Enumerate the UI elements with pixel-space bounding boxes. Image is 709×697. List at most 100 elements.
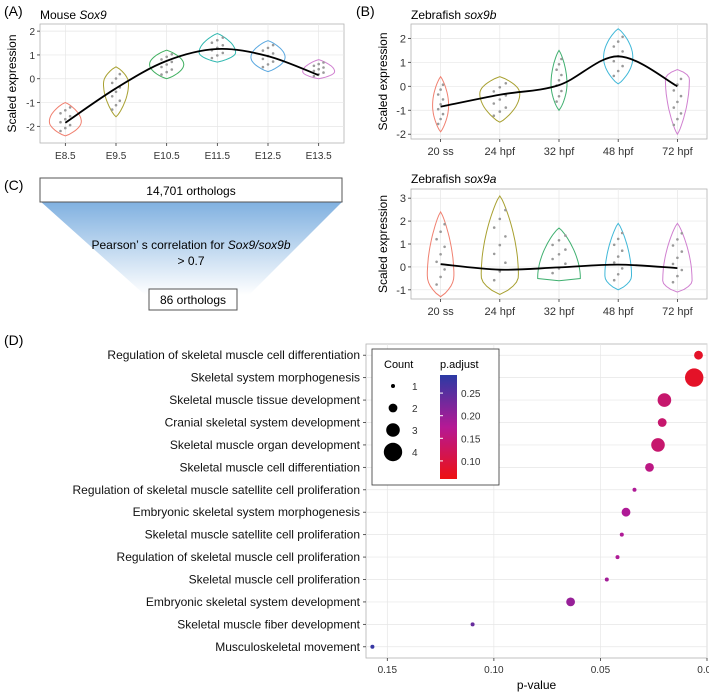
go-legend-padj-title: p.adjust (440, 359, 479, 371)
zebrafish-sox9a-sample-point (557, 239, 561, 242)
zebrafish-sox9a-sample-point (492, 252, 496, 256)
go-legend-box (371, 348, 500, 486)
zebrafish-sox9a-sample-point (564, 248, 567, 251)
zebrafish-sox9a-sample-point (671, 244, 675, 247)
go-legend-size-dot (383, 442, 403, 462)
zebrafish-sox9b-sample-point (436, 107, 440, 111)
mouse-sox9-title: Mouse Sox9 (40, 8, 107, 22)
mouse-sox9-sample-point (160, 58, 163, 61)
go-term-dot (470, 622, 475, 627)
zebrafish-sox9b-violin-plot: -2 -1 0 1 2 20 ss 24 hpf 32 hpf 48 hpf 72 hpf Scal… (376, 23, 708, 158)
mouse-sox9-violin (48, 101, 82, 137)
mouse-sox9-sample-point (59, 120, 62, 124)
mouse-sox9-x-tick-label: E11.5 (205, 151, 231, 162)
zebrafish-sox9b-sample-point (436, 122, 440, 126)
zebrafish-sox9b-sample-point (492, 102, 496, 105)
zebrafish-sox9a-x-tick-label: 24 hpf (485, 306, 517, 318)
go-term-dot (694, 350, 703, 360)
zebrafish-sox9b-sample-point (621, 35, 624, 39)
zebrafish-sox9a-violin (426, 210, 455, 298)
mouse-sox9-sample-point (322, 71, 325, 74)
zebrafish-sox9a-x-tick-label: 72 hpf (662, 306, 694, 318)
zebrafish-sox9a-sample-point (680, 268, 684, 272)
mouse-sox9-sample-point (312, 69, 316, 73)
go-term-dot (657, 393, 672, 407)
mouse-sox9-sample-point (261, 57, 265, 61)
mouse-sox9-sample-point (59, 129, 62, 133)
zebrafish-sox9a-sample-point (676, 274, 679, 278)
zebrafish-sox9b-sample-point (612, 74, 616, 78)
zebrafish-sox9b-sample-point (676, 100, 679, 104)
zebrafish-sox9a-sample-point (435, 237, 438, 241)
zebrafish-sox9a-violin (480, 194, 519, 295)
go-legend-size-dot (388, 403, 398, 413)
mouse-sox9-x-tick-label: E13.5 (306, 151, 333, 162)
go-legend-colorbar-label: 0.20 (461, 412, 481, 423)
zebrafish-sox9a-sample-point (435, 260, 438, 264)
mouse-sox9-sample-point (110, 95, 114, 98)
zebrafish-sox9b-sample-point (504, 94, 508, 97)
zebrafish-sox9a-sample-point (504, 261, 507, 265)
zebrafish-sox9a-sample-point (676, 256, 679, 260)
mouse-sox9-sample-point (317, 62, 321, 66)
go-term-label: Regulation of skeletal muscle satellite … (73, 483, 360, 497)
zebrafish-sox9a-sample-point (616, 273, 620, 276)
zebrafish-sox9a-sample-point (443, 222, 446, 226)
go-term-dot (645, 463, 654, 472)
zebrafish-sox9a-y-tick-label: -1 (396, 285, 406, 297)
zebrafish-sox9a-sample-point (612, 261, 616, 264)
mouse-sox9-sample-point (68, 114, 72, 118)
go-term-dot (632, 487, 637, 492)
mouse-sox9-sample-point (312, 64, 316, 68)
zebrafish-sox9a-x-tick-label: 32 hpf (544, 306, 576, 318)
zebrafish-sox9b-violin (432, 75, 450, 133)
zebrafish-sox9b-sample-point (492, 90, 496, 93)
zebrafish-sox9a-sample-point (439, 253, 442, 256)
zebrafish-sox9a-trend-line (440, 263, 678, 271)
zebrafish-sox9a-sample-point (671, 262, 675, 266)
go-legend: Count 1 2 3 4 p.adjust 0.25 0.20 0.15 0.10 (371, 348, 500, 486)
zebrafish-sox9b-sample-point (679, 94, 683, 98)
zebrafish-sox9a-sample-point (551, 243, 554, 247)
zebrafish-sox9b-sample-point (441, 83, 445, 86)
zebrafish-sox9b-trend-line (440, 55, 678, 108)
go-x-tick-label: 0.00 (697, 665, 709, 676)
mouse-sox9-sample-point (165, 63, 168, 66)
zebrafish-sox9b-x-tick-label: 32 hpf (544, 146, 576, 158)
mouse-sox9-violin (149, 49, 185, 80)
go-legend-size-label: 4 (412, 448, 418, 459)
mouse-sox9-sample-point (68, 123, 72, 127)
go-term-label: Skeletal muscle tissue development (169, 393, 360, 407)
mouse-sox9-sample-point (266, 46, 270, 50)
zebrafish-sox9b-sample-point (504, 106, 508, 109)
zebrafish-sox9b-sample-point (612, 59, 616, 63)
go-term-label: Regulation of skeletal muscle cell proli… (117, 550, 360, 564)
mouse-sox9-sample-point (110, 81, 114, 85)
zebrafish-sox9a-sample-point (498, 243, 502, 247)
mouse-sox9-sample-point (261, 49, 265, 52)
zebrafish-sox9a-x-tick-label: 20 ss (427, 306, 454, 318)
zebrafish-sox9a-y-tick-label: 0 (400, 262, 406, 274)
go-term-label: Musculoskeletal movement (215, 640, 360, 654)
zebrafish-sox9b-x-tick-label: 20 ss (427, 146, 454, 158)
mouse-sox9-y-tick-label: 0 (29, 75, 35, 86)
go-term-label: Skeletal muscle organ development (170, 438, 361, 452)
mouse-sox9-plot-area (39, 23, 345, 144)
go-term-dot (619, 532, 624, 537)
zebrafish-sox9b-sample-point (679, 77, 683, 81)
panel-label-c: (C) (4, 177, 23, 193)
ortholog-funnel: 14,701 orthologs Pearson’ s correlation … (39, 177, 343, 311)
zebrafish-sox9b-x-tick-label: 24 hpf (485, 146, 517, 158)
zebrafish-sox9b-sample-point (557, 95, 561, 98)
zebrafish-sox9a-sample-point (498, 270, 502, 273)
zebrafish-sox9b-x-tick-label: 48 hpf (603, 146, 635, 158)
go-x-tick-label: 0.10 (484, 665, 504, 676)
zebrafish-sox9a-y-tick-label: 2 (400, 216, 406, 228)
mouse-sox9-sample-point (110, 108, 114, 111)
mouse-sox9-sample-point (118, 99, 122, 102)
mouse-sox9-y-tick-label: 2 (29, 27, 35, 38)
mouse-sox9-sample-point (160, 73, 163, 76)
mouse-sox9-sample-point (317, 67, 321, 71)
mouse-sox9-violin-plot: -2 -1 0 1 2 E8.5 E9.5 E10.5 E11.5 E12.5 E13.5 Scale… (5, 23, 345, 162)
